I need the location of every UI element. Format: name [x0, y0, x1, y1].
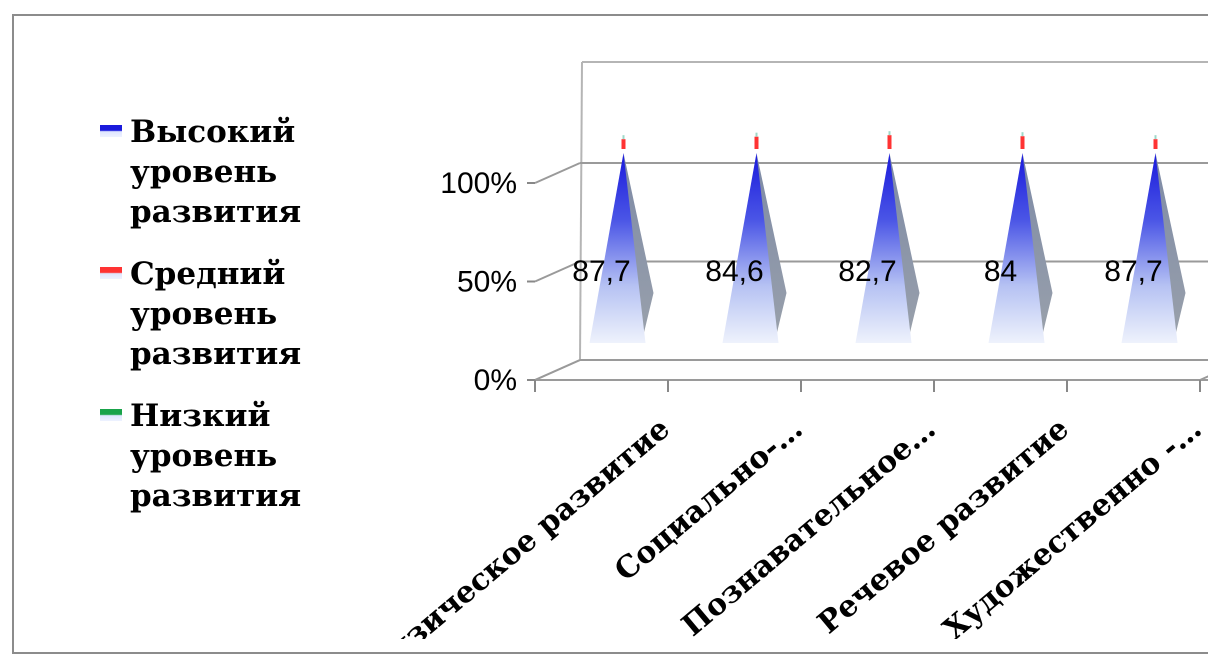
- data-label: 82,7: [838, 255, 896, 288]
- cone: [1121, 135, 1186, 343]
- back-wall-edge: [579, 61, 583, 361]
- category-label: Познавательное…: [675, 411, 942, 639]
- gridline-depth: [534, 260, 581, 283]
- legend-item: Средний уровень развития: [100, 254, 330, 374]
- cone-shade: [1155, 153, 1186, 343]
- bar-mid: [1153, 139, 1158, 149]
- legend-label: Низкий уровень развития: [130, 398, 302, 514]
- category-label: Речевое развитие: [811, 411, 1075, 639]
- bar-high: [722, 153, 779, 343]
- bar-mid: [754, 136, 759, 149]
- gridline-depth: [534, 359, 581, 381]
- data-label: 87,7: [572, 255, 630, 288]
- cone-shade: [623, 153, 654, 343]
- bar-mid: [1020, 136, 1025, 149]
- cone: [589, 135, 654, 343]
- bar-high: [855, 153, 912, 343]
- legend-label: Высокий уровень развития: [130, 114, 302, 230]
- y-tick-label: 100%: [440, 167, 517, 200]
- chart-plot: 0% 50% 100% 87,7 84,6 82,7 84 87,7 Физическое ра…: [359, 61, 1208, 639]
- bar-mid: [621, 139, 626, 149]
- legend-item: Высокий уровень развития: [100, 112, 330, 232]
- bar-high: [589, 153, 646, 343]
- legend-swatch: [100, 409, 122, 421]
- data-label: 84: [984, 255, 1017, 288]
- cone-shade: [1022, 153, 1053, 343]
- legend-swatch: [100, 125, 122, 137]
- bar-high: [988, 153, 1045, 343]
- cone-shade: [756, 153, 787, 343]
- legend-label: Средний уровень развития: [130, 256, 302, 372]
- legend: Высокий уровень развития Средний уровень …: [100, 112, 330, 538]
- category-label: Художественно -…: [937, 411, 1208, 639]
- floor-right-edge: [1199, 375, 1208, 381]
- bar-low: [1021, 132, 1024, 137]
- y-tick-label: 50%: [457, 266, 517, 299]
- legend-swatch: [100, 267, 122, 279]
- gridline-depth: [534, 162, 581, 184]
- bar-low: [1154, 135, 1157, 140]
- cone: [722, 132, 787, 343]
- data-label: 84,6: [705, 255, 763, 288]
- bar-low: [622, 135, 625, 140]
- cone: [988, 132, 1053, 343]
- legend-item: Низкий уровень развития: [100, 396, 330, 516]
- bar-low: [888, 131, 891, 136]
- data-label: 87,7: [1104, 255, 1162, 288]
- y-tick-label: 0%: [474, 364, 517, 397]
- cone: [855, 131, 920, 343]
- bar-mid: [887, 135, 892, 149]
- bar-low: [755, 132, 758, 137]
- cone-shade: [889, 153, 920, 343]
- category-label: Физическое развитие: [359, 411, 677, 639]
- bar-high: [1121, 153, 1178, 343]
